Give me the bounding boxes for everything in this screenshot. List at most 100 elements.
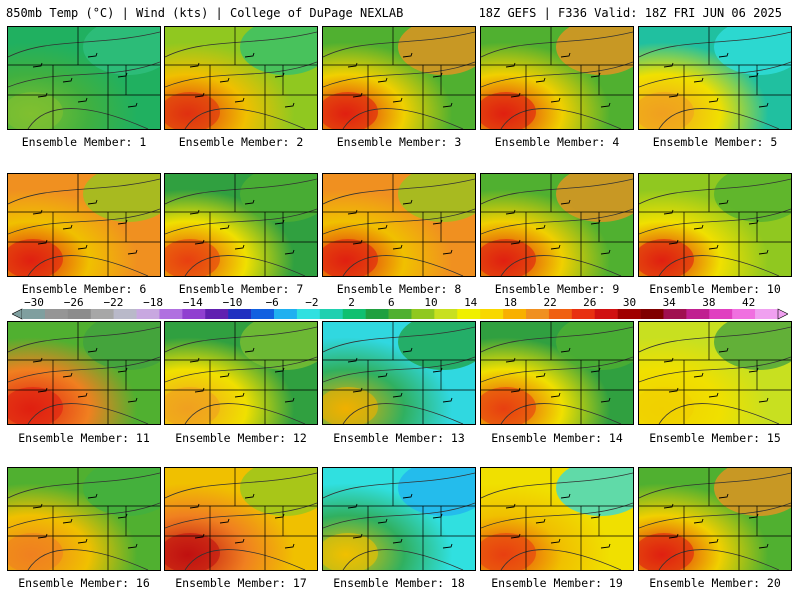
temperature-map [481, 27, 633, 129]
temperature-map [8, 27, 160, 129]
colorbar-swatch [480, 309, 504, 319]
colorbar-tick-label: −2 [305, 296, 319, 309]
ensemble-map-panel [638, 173, 792, 277]
colorbar-tick-label: −30 [24, 296, 44, 309]
ensemble-member-label: Ensemble Member: 10 [649, 282, 781, 296]
ensemble-map-panel [322, 26, 476, 130]
colorbar-swatch [617, 309, 641, 319]
ensemble-map-panel [480, 467, 634, 571]
ensemble-member-label: Ensemble Member: 19 [491, 576, 623, 590]
ensemble-map-panel [638, 321, 792, 425]
ensemble-map-panel [164, 26, 318, 130]
colorbar-tick-label: 18 [503, 296, 518, 309]
ensemble-member-label: Ensemble Member: 16 [18, 576, 150, 590]
temperature-map [8, 322, 160, 424]
colorbar-tick-label: −14 [182, 296, 203, 309]
ensemble-map-panel [322, 173, 476, 277]
temperature-map [481, 174, 633, 276]
colorbar-swatch [640, 309, 664, 319]
ensemble-map-panel [164, 173, 318, 277]
colorbar-swatch [44, 309, 69, 319]
colorbar-tick-label: −26 [63, 296, 84, 309]
colorbar-swatch [90, 309, 114, 319]
colorbar-tick-label: 30 [622, 296, 637, 309]
colorbar-tick-label: 38 [702, 296, 716, 309]
ensemble-map-panel [480, 26, 634, 130]
ensemble-map-panel [480, 173, 634, 277]
colorbar-swatch [205, 309, 229, 319]
ensemble-member-label: Ensemble Member: 9 [494, 282, 620, 296]
colorbar-swatch [503, 309, 527, 319]
ensemble-map-panel [638, 26, 792, 130]
colorbar-swatch [22, 309, 46, 319]
temperature-map [8, 468, 160, 570]
ensemble-map-panel [7, 173, 161, 277]
ensemble-member-label: Ensemble Member: 7 [178, 282, 304, 296]
colorbar-swatch [594, 309, 618, 319]
ensemble-member-label: Ensemble Member: 4 [494, 135, 620, 149]
temperature-map [323, 27, 475, 129]
ensemble-member-label: Ensemble Member: 5 [652, 135, 778, 149]
colorbar-swatch [67, 309, 92, 319]
temperature-colorbar [12, 308, 788, 320]
colorbar-swatch [686, 309, 710, 319]
colorbar-swatch [434, 309, 458, 319]
colorbar-swatch [274, 309, 298, 319]
colorbar-swatch [571, 309, 596, 319]
colorbar-swatch [113, 309, 137, 319]
colorbar-tick-label: 14 [464, 296, 478, 309]
colorbar-swatch [182, 309, 206, 319]
ensemble-member-label: Ensemble Member: 20 [649, 576, 781, 590]
colorbar-swatch [548, 309, 573, 319]
temperature-map [165, 322, 317, 424]
temperature-map [639, 27, 791, 129]
colorbar-swatch [411, 309, 435, 319]
colorbar-swatch [251, 309, 275, 319]
temperature-map [481, 322, 633, 424]
model-run-info: 18Z GEFS | F336 Valid: 18Z FRI JUN 06 20… [478, 6, 782, 20]
temperature-map [323, 174, 475, 276]
ensemble-member-label: Ensemble Member: 17 [175, 576, 307, 590]
ensemble-map-panel [7, 467, 161, 571]
ensemble-member-label: Ensemble Member: 3 [336, 135, 462, 149]
ensemble-member-label: Ensemble Member: 2 [178, 135, 304, 149]
colorbar-tick-label: 34 [662, 296, 676, 309]
ensemble-map-panel [322, 467, 476, 571]
temperature-map [639, 468, 791, 570]
ensemble-member-label: Ensemble Member: 6 [21, 282, 147, 296]
ensemble-map-panel [164, 467, 318, 571]
ensemble-member-label: Ensemble Member: 1 [21, 135, 147, 149]
colorbar-tick-label: 6 [387, 296, 395, 309]
ensemble-member-label: Ensemble Member: 18 [333, 576, 465, 590]
temperature-map [323, 468, 475, 570]
colorbar-tick-label: −10 [222, 296, 243, 309]
colorbar-swatch [136, 309, 160, 319]
colorbar-swatch [526, 309, 550, 319]
colorbar-tick-label: −18 [143, 296, 164, 309]
temperature-map [323, 322, 475, 424]
temperature-map [165, 174, 317, 276]
colorbar-tick-label: 2 [348, 296, 355, 309]
colorbar-swatch [228, 309, 252, 319]
header: 850mb Temp (°C) | Wind (kts) | College o… [0, 0, 800, 24]
temperature-map [8, 174, 160, 276]
colorbar-swatch [388, 309, 412, 319]
ensemble-map-panel [164, 321, 318, 425]
ensemble-member-label: Ensemble Member: 13 [333, 431, 465, 445]
colorbar-swatch [709, 309, 733, 319]
colorbar-tick-label: −6 [265, 296, 279, 309]
colorbar-swatch [159, 309, 183, 319]
colorbar-tick-label: 10 [424, 296, 438, 309]
ensemble-member-label: Ensemble Member: 14 [491, 431, 623, 445]
temperature-map [165, 468, 317, 570]
ensemble-member-label: Ensemble Member: 11 [18, 431, 150, 445]
colorbar-swatch [755, 309, 779, 319]
colorbar-tick-label: 26 [583, 296, 597, 309]
temperature-map [639, 174, 791, 276]
colorbar-swatch [732, 309, 756, 319]
ensemble-member-label: Ensemble Member: 8 [336, 282, 462, 296]
colorbar-swatch [319, 309, 344, 319]
ensemble-map-panel [7, 321, 161, 425]
colorbar-swatch [457, 309, 481, 319]
colorbar-swatch [663, 309, 687, 319]
